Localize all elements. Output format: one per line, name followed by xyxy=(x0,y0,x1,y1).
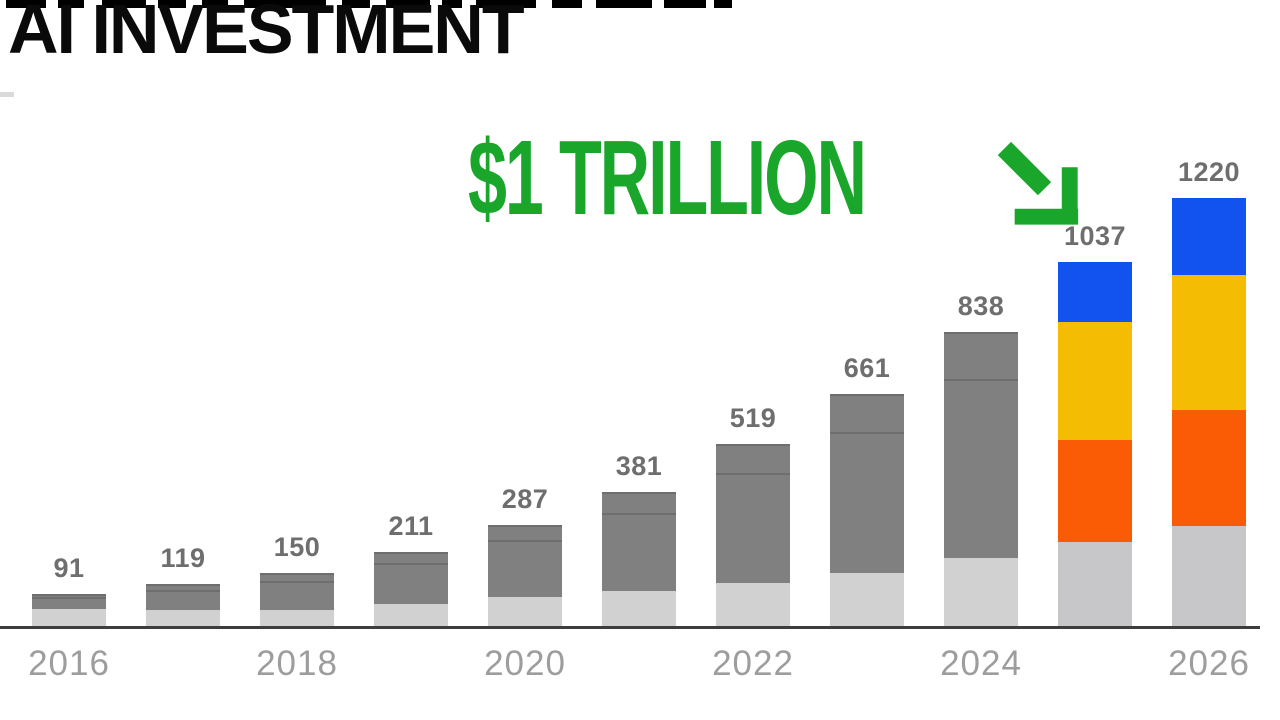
bar-2017 xyxy=(146,584,220,626)
cropped-text-artifact xyxy=(6,0,734,8)
bar-2021 xyxy=(602,492,676,626)
x-axis-line xyxy=(0,626,1260,629)
trillion-annotation: $1 TRILLION xyxy=(468,118,867,238)
bar-2026 xyxy=(1172,198,1246,626)
bar-segment-base xyxy=(488,596,562,626)
x-tick-label: 2020 xyxy=(484,644,566,683)
bar-segment-top xyxy=(944,332,1018,380)
bar-value-label: 838 xyxy=(957,291,1005,321)
x-tick-label: 2022 xyxy=(712,644,794,683)
bar-value-label: 1220 xyxy=(1177,157,1241,187)
bar-2024 xyxy=(944,332,1018,626)
bar-segment-base xyxy=(374,604,448,626)
bar-2023 xyxy=(830,394,904,626)
bar-segment-lower xyxy=(260,596,334,610)
bar-segment-middle xyxy=(830,431,904,511)
bar-segment-lower xyxy=(944,479,1018,559)
bar-segment-lower xyxy=(1172,409,1246,526)
bar-segment-top xyxy=(32,594,106,598)
bar-segment-lower xyxy=(830,510,904,574)
x-tick-label: 2026 xyxy=(1168,644,1250,683)
bar-segment-lower xyxy=(602,556,676,591)
bar-segment-middle xyxy=(944,379,1018,480)
bar-segment-top xyxy=(1172,198,1246,275)
bar-segment-base xyxy=(602,590,676,626)
bar-segment-lower xyxy=(1058,440,1132,543)
bar-segment-base xyxy=(260,609,334,626)
bar-segment-base xyxy=(146,609,220,626)
bar-segment-middle xyxy=(146,589,220,601)
bar-segment-top xyxy=(602,492,676,514)
bar-segment-middle xyxy=(488,540,562,572)
bar-segment-lower xyxy=(32,603,106,610)
bar-segment-middle xyxy=(374,562,448,587)
bar-value-label: 91 xyxy=(53,553,85,583)
bar-segment-base xyxy=(1172,525,1246,626)
down-right-arrow-icon xyxy=(997,141,1079,225)
bar-segment-base xyxy=(1058,542,1132,626)
bar-segment-base xyxy=(32,609,106,626)
bar-segment-lower xyxy=(374,586,448,605)
bar-segment-middle xyxy=(260,581,334,597)
bar-segment-top xyxy=(716,444,790,474)
bar-segment-middle xyxy=(1172,274,1246,410)
bar-2018 xyxy=(260,573,334,626)
bar-2016 xyxy=(32,594,106,626)
bar-segment-middle xyxy=(602,513,676,557)
bar-2022 xyxy=(716,444,790,626)
bar-segment-top xyxy=(830,394,904,432)
bar-value-label: 381 xyxy=(615,451,663,481)
page-title: AI INVESTMENT xyxy=(8,0,525,68)
bar-segment-middle xyxy=(32,597,106,604)
bar-segment-base xyxy=(944,558,1018,626)
bar-segment-lower xyxy=(716,534,790,584)
bar-segment-top xyxy=(1058,262,1132,323)
bar-segment-base xyxy=(830,573,904,626)
edge-artifact xyxy=(0,92,14,97)
bar-2019 xyxy=(374,552,448,626)
bar-value-label: 211 xyxy=(388,511,434,541)
bar-segment-middle xyxy=(1058,322,1132,441)
bar-value-label: 150 xyxy=(273,532,321,562)
bar-segment-top xyxy=(260,573,334,582)
bar-value-label: 1037 xyxy=(1063,221,1127,251)
x-tick-label: 2018 xyxy=(256,644,338,683)
x-tick-label: 2016 xyxy=(28,644,110,683)
bar-segment-top xyxy=(374,552,448,563)
bar-segment-lower xyxy=(488,571,562,597)
bar-segment-lower xyxy=(146,600,220,610)
bar-value-label: 287 xyxy=(501,484,549,514)
bar-2025 xyxy=(1058,262,1132,626)
x-tick-label: 2024 xyxy=(940,644,1022,683)
bar-2020 xyxy=(488,525,562,626)
bar-segment-middle xyxy=(716,473,790,535)
bar-value-label: 661 xyxy=(843,353,891,383)
bar-value-label: 119 xyxy=(160,543,206,573)
bar-segment-base xyxy=(716,583,790,626)
bar-segment-top xyxy=(146,584,220,590)
bar-segment-top xyxy=(488,525,562,541)
bar-value-label: 519 xyxy=(729,403,777,433)
